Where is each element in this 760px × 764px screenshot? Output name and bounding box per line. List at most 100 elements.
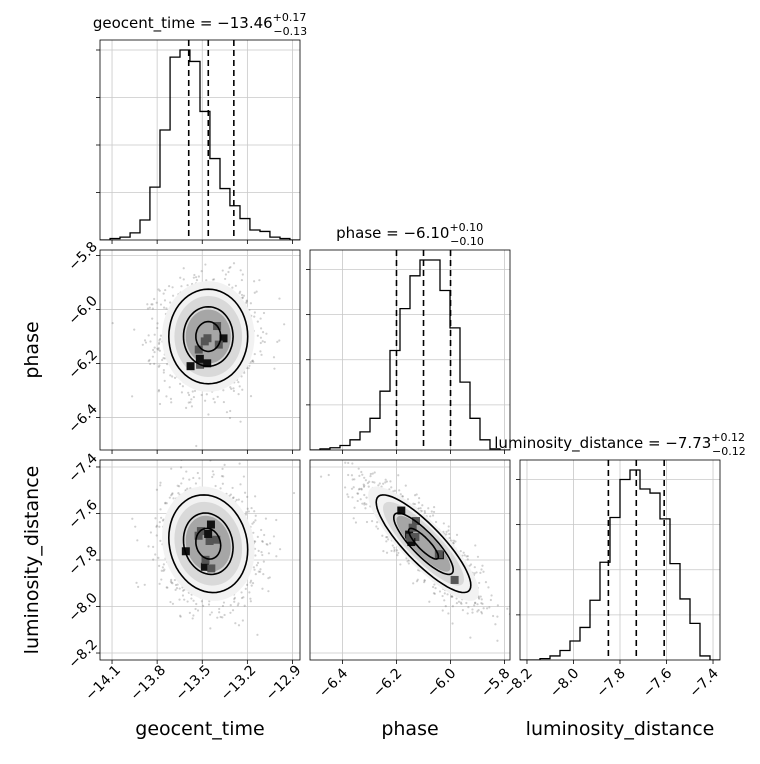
scatter-point xyxy=(412,582,415,585)
contour-level-3 xyxy=(167,494,249,594)
scatter-point xyxy=(242,294,246,297)
scatter-point xyxy=(482,607,485,610)
scatter-point xyxy=(357,467,360,470)
scatter-point xyxy=(131,395,134,398)
scatter-point xyxy=(158,349,162,352)
scatter-point xyxy=(471,608,474,611)
scatter-point xyxy=(234,284,237,287)
scatter-point xyxy=(222,601,226,604)
scatter-point xyxy=(452,539,455,542)
scatter-point xyxy=(255,290,258,293)
scatter-point xyxy=(177,485,181,488)
scatter-point xyxy=(161,358,164,362)
scatter-point xyxy=(252,521,255,524)
scatter-point xyxy=(162,368,165,372)
scatter-point xyxy=(360,488,363,491)
scatter-point xyxy=(159,484,162,487)
y-tick-label-phase: −6.0 xyxy=(65,293,100,328)
scatter-point xyxy=(455,533,459,536)
scatter-point xyxy=(239,290,242,293)
scatter-point xyxy=(159,539,162,542)
scatter-point xyxy=(376,521,379,524)
scatter-point xyxy=(451,605,454,608)
scatter-point xyxy=(419,507,422,510)
scatter-point xyxy=(195,279,199,282)
scatter-point xyxy=(241,388,244,391)
density-cell xyxy=(406,533,415,542)
scatter-point xyxy=(182,477,185,480)
scatter-point xyxy=(253,510,256,513)
scatter-point xyxy=(250,506,253,510)
scatter-point xyxy=(448,532,451,536)
scatter-point xyxy=(369,475,372,478)
scatter-point xyxy=(249,361,252,364)
scatter-point xyxy=(480,612,484,615)
scatter-point xyxy=(134,525,137,528)
scatter-point xyxy=(447,525,450,528)
scatter-point xyxy=(187,393,191,397)
scatter-point xyxy=(238,462,241,465)
scatter-point xyxy=(241,500,244,503)
scatter-point xyxy=(337,442,339,444)
x-tick-label-luminosity_distance: −8.0 xyxy=(547,665,582,700)
scatter-point xyxy=(496,639,499,642)
scatter-point xyxy=(220,474,224,478)
scatter-point xyxy=(259,350,262,353)
scatter-point xyxy=(371,472,374,475)
hist-title-geocent_time: geocent_time = −13.46+0.17 −0.13 xyxy=(93,11,307,38)
contour-level-2 xyxy=(392,512,455,576)
scatter-point xyxy=(252,566,255,569)
scatter-point xyxy=(175,587,179,590)
scatter-point xyxy=(367,485,370,488)
scatter-point xyxy=(393,548,396,551)
scatter-point xyxy=(427,507,430,510)
scatter-point xyxy=(163,379,166,382)
scatter-point xyxy=(273,367,276,370)
scatter-point xyxy=(183,598,186,601)
scatter-point xyxy=(148,358,151,362)
scatter-point xyxy=(445,530,448,533)
scatter-point xyxy=(450,595,453,598)
scatter-point xyxy=(237,602,240,605)
scatter-point xyxy=(135,581,138,584)
scatter-point xyxy=(376,527,380,530)
y-tick-label-phase: −6.4 xyxy=(65,401,100,436)
scatter-point xyxy=(398,489,401,492)
scatter-point xyxy=(177,492,180,495)
scatter-point xyxy=(254,514,257,517)
scatter-point xyxy=(257,570,260,573)
scatter-point xyxy=(363,501,366,505)
scatter-point xyxy=(368,480,371,483)
scatter-point xyxy=(371,480,374,484)
scatter-point xyxy=(351,462,354,465)
scatter-point xyxy=(473,604,476,607)
scatter-point xyxy=(365,496,368,499)
scatter-point xyxy=(450,595,453,598)
scatter-point xyxy=(182,267,185,270)
scatter-point xyxy=(194,607,197,611)
scatter-point xyxy=(182,278,185,281)
scatter-point xyxy=(249,597,252,600)
scatter-point xyxy=(219,615,222,619)
scatter-point xyxy=(356,492,360,495)
scatter-point xyxy=(261,540,264,543)
scatter-point xyxy=(347,461,350,465)
scatter-point xyxy=(250,584,253,587)
scatter-point xyxy=(221,616,224,619)
scatter-point xyxy=(213,401,216,404)
contour-level-1 xyxy=(195,527,222,560)
scatter-point xyxy=(240,596,244,600)
scatter-point xyxy=(189,401,192,404)
scatter-point xyxy=(452,542,455,545)
scatter-point xyxy=(146,303,149,306)
x-tick-label-geocent_time: −12.9 xyxy=(263,662,305,704)
histogram-luminosity_distance xyxy=(520,469,720,660)
scatter-point xyxy=(171,492,174,495)
scatter-point xyxy=(170,467,173,470)
scatter-point xyxy=(447,529,450,532)
scatter-point xyxy=(183,588,186,592)
scatter-point xyxy=(156,326,159,330)
scatter-point xyxy=(253,568,256,571)
scatter-point xyxy=(256,535,259,538)
scatter-point xyxy=(263,340,266,344)
